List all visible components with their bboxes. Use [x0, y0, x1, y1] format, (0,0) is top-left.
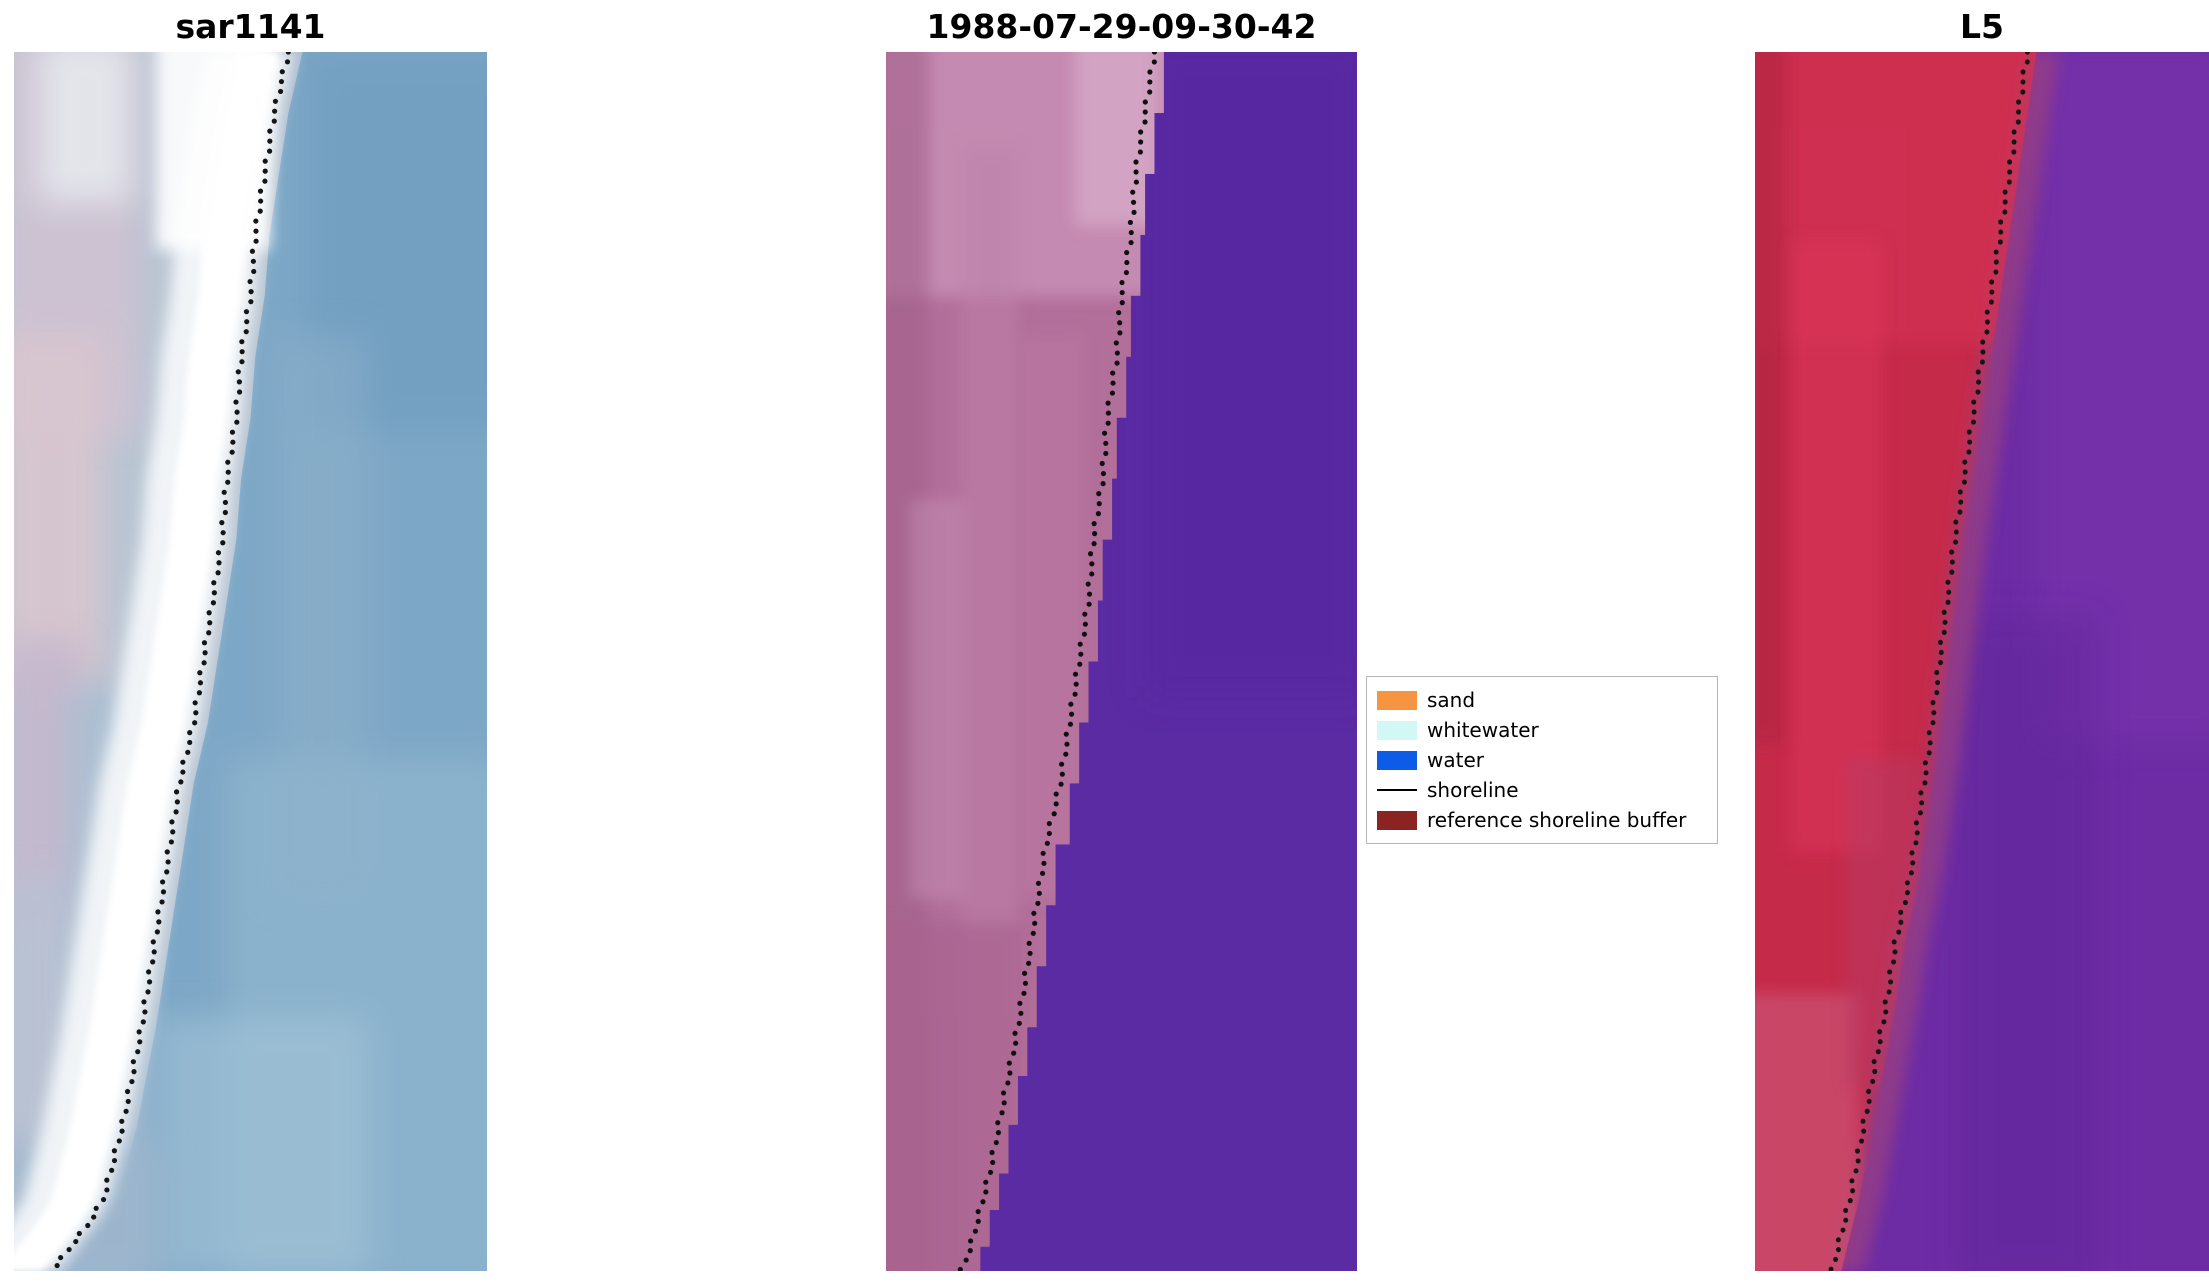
panel-image-classified [886, 52, 1357, 1271]
shoreline-dots [54, 52, 291, 1269]
legend-item-reference-shoreline-buffer: reference shoreline buffer [1377, 805, 1707, 835]
panel-title-sar1141: sar1141 [175, 7, 326, 46]
landsat-image [1755, 52, 2209, 1271]
legend-item-whitewater: whitewater [1377, 715, 1707, 745]
legend-label: shoreline [1427, 778, 1519, 802]
panel-title-date: 1988-07-29-09-30-42 [926, 7, 1317, 46]
panel-title-l5: L5 [1960, 7, 2004, 46]
legend-line-swatch [1377, 789, 1417, 791]
classified-image [886, 52, 1357, 1271]
legend-item-water: water [1377, 745, 1707, 775]
legend-color-swatch [1377, 690, 1417, 710]
legend-item-shoreline: shoreline [1377, 775, 1707, 805]
legend-label: reference shoreline buffer [1427, 808, 1687, 832]
satellite-image-sar [14, 52, 487, 1271]
legend: sand whitewater water shoreline reference sh… [1366, 676, 1718, 844]
shoreline-dots [1828, 52, 2030, 1271]
legend-color-swatch [1377, 720, 1417, 740]
legend-label: water [1427, 748, 1484, 772]
legend-label: whitewater [1427, 718, 1539, 742]
legend-item-sand: sand [1377, 685, 1707, 715]
legend-color-swatch [1377, 810, 1417, 830]
panel-image-sar1141 [14, 52, 487, 1271]
shoreline-dots [957, 52, 1158, 1271]
legend-items: sand whitewater water shoreline reference sh… [1377, 685, 1707, 835]
legend-color-swatch [1377, 750, 1417, 770]
legend-label: sand [1427, 688, 1476, 712]
panel-image-l5 [1755, 52, 2209, 1271]
